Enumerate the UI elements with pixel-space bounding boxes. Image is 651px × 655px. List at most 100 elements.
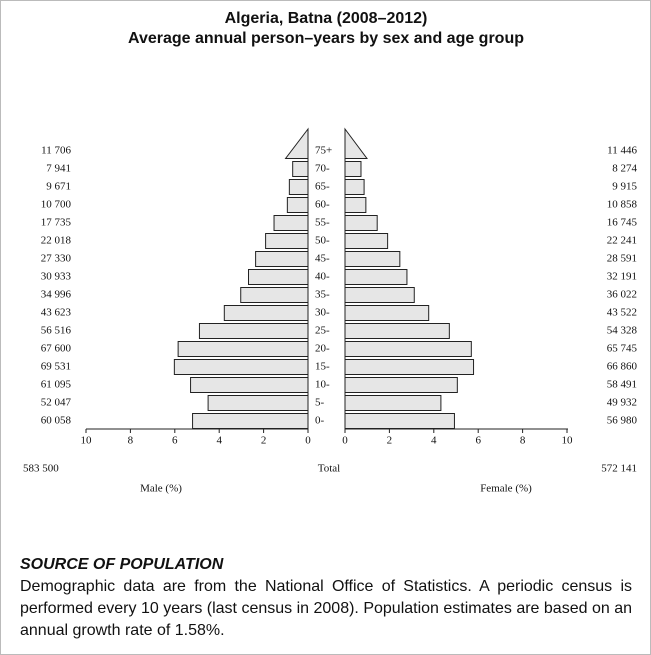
count-label: 9 671	[46, 181, 71, 193]
count-label: 56 516	[41, 325, 72, 337]
age-label: 30-	[315, 307, 330, 319]
bar	[344, 287, 415, 303]
count-label: 49 932	[607, 397, 637, 409]
count-label: 65 745	[607, 343, 638, 355]
x-tick-label: 2	[261, 435, 267, 447]
count-label: 58 491	[607, 379, 637, 391]
bar	[344, 413, 455, 429]
chart-title: Algeria, Batna (2008–2012)	[225, 10, 428, 27]
x-tick-label: 10	[562, 435, 574, 447]
age-label: 50-	[315, 235, 330, 247]
age-label: 10-	[315, 379, 330, 391]
count-label: 61 095	[41, 379, 72, 391]
count-label: 54 328	[607, 325, 638, 337]
x-tick-label: 8	[128, 435, 134, 447]
count-label: 10 700	[41, 199, 72, 211]
age-label: 60-	[315, 199, 330, 211]
bar	[265, 233, 309, 249]
count-label: 10 858	[607, 199, 638, 211]
count-label: 17 735	[41, 217, 72, 229]
count-label: 66 860	[607, 361, 638, 373]
age-label: 40-	[315, 271, 330, 283]
bar	[344, 233, 389, 249]
x-tick-label: 0	[305, 435, 311, 447]
count-label: 16 745	[607, 217, 638, 229]
chart-subtitle: Average annual person–years by sex and a…	[128, 30, 524, 47]
x-tick-label: 6	[475, 435, 481, 447]
count-label: 28 591	[607, 253, 637, 265]
bar	[344, 215, 378, 231]
bar	[198, 323, 309, 339]
count-label: 30 933	[41, 271, 72, 283]
bar	[192, 413, 309, 429]
total-label: Total	[318, 463, 340, 475]
bar	[286, 197, 309, 213]
bar	[344, 377, 458, 393]
source-text: Demographic data are from the National O…	[20, 578, 632, 639]
bar	[284, 127, 309, 159]
bar	[190, 377, 309, 393]
count-label: 60 058	[41, 415, 72, 427]
bar	[344, 179, 365, 195]
count-label: 27 330	[41, 253, 72, 265]
bar	[248, 269, 309, 285]
age-label: 20-	[315, 343, 330, 355]
age-label: 70-	[315, 163, 330, 175]
bar	[177, 341, 309, 357]
bar	[344, 341, 472, 357]
x-tick-label: 2	[387, 435, 393, 447]
female-total: 572 141	[601, 463, 637, 475]
count-label: 22 241	[607, 235, 637, 247]
count-label: 43 522	[607, 307, 637, 319]
bar	[344, 269, 408, 285]
count-label: 43 623	[41, 307, 72, 319]
count-label: 11 446	[607, 145, 637, 157]
bar	[273, 215, 309, 231]
age-label: 35-	[315, 289, 330, 301]
age-label: 25-	[315, 325, 330, 337]
x-tick-label: 8	[520, 435, 526, 447]
male-axis-title: Male (%)	[140, 483, 182, 495]
count-label: 9 915	[612, 181, 637, 193]
count-label: 52 047	[41, 397, 72, 409]
bar	[344, 359, 475, 375]
count-label: 22 018	[41, 235, 72, 247]
x-tick-label: 4	[431, 435, 437, 447]
count-label: 36 022	[607, 289, 637, 301]
x-tick-label: 4	[216, 435, 222, 447]
x-tick-label: 0	[342, 435, 348, 447]
bar	[344, 161, 362, 177]
bar	[207, 395, 309, 411]
age-label: 65-	[315, 181, 330, 193]
bar	[292, 161, 309, 177]
female-axis-title: Female (%)	[480, 483, 532, 495]
age-label: 0-	[315, 415, 325, 427]
bar	[344, 323, 450, 339]
count-label: 34 996	[41, 289, 72, 301]
count-label: 11 706	[41, 145, 71, 157]
bar	[344, 305, 430, 321]
chart: Algeria, Batna (2008–2012) Average annua…	[23, 10, 638, 495]
source-heading: SOURCE OF POPULATION	[20, 556, 224, 573]
count-label: 69 531	[41, 361, 71, 373]
bar	[344, 251, 401, 267]
bar	[255, 251, 309, 267]
x-tick-label: 6	[172, 435, 178, 447]
bar	[223, 305, 309, 321]
bar	[344, 127, 368, 159]
bar	[344, 395, 442, 411]
age-label: 45-	[315, 253, 330, 265]
bar	[173, 359, 309, 375]
x-tick-label: 10	[81, 435, 93, 447]
count-label: 7 941	[46, 163, 71, 175]
age-label: 5-	[315, 397, 325, 409]
count-label: 67 600	[41, 343, 72, 355]
age-label: 75+	[315, 145, 332, 157]
male-total: 583 500	[23, 463, 59, 475]
bar	[344, 197, 367, 213]
count-label: 56 980	[607, 415, 638, 427]
count-label: 8 274	[612, 163, 637, 175]
count-label: 32 191	[607, 271, 637, 283]
source-section: SOURCE OF POPULATION Demographic data ar…	[20, 556, 632, 642]
